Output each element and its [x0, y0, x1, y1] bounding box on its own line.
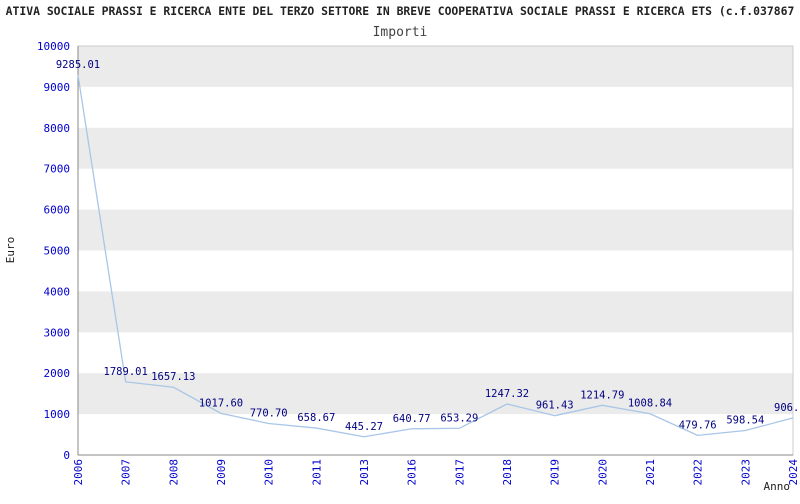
svg-text:658.67: 658.67 [297, 412, 335, 424]
svg-text:9000: 9000 [44, 81, 71, 94]
chart-subtitle: Importi [372, 25, 428, 40]
svg-text:3000: 3000 [44, 326, 71, 339]
svg-text:1214.79: 1214.79 [580, 389, 624, 401]
svg-text:2013: 2013 [358, 459, 371, 486]
svg-text:445.27: 445.27 [345, 421, 383, 433]
svg-text:770.70: 770.70 [250, 407, 288, 419]
svg-text:2010: 2010 [263, 459, 276, 486]
svg-text:1789.01: 1789.01 [104, 366, 148, 378]
svg-text:1000: 1000 [44, 408, 71, 421]
svg-text:2007: 2007 [120, 459, 133, 486]
svg-text:2022: 2022 [692, 459, 705, 486]
chart-main-title: ATIVA SOCIALE PRASSI E RICERCA ENTE DEL … [5, 4, 795, 18]
svg-text:0: 0 [63, 449, 70, 462]
svg-text:2000: 2000 [44, 367, 71, 380]
svg-text:10000: 10000 [37, 40, 70, 53]
svg-text:2006: 2006 [72, 459, 85, 486]
svg-text:1657.13: 1657.13 [151, 371, 195, 383]
svg-text:1247.32: 1247.32 [485, 388, 529, 400]
svg-text:2020: 2020 [596, 459, 609, 486]
svg-text:2008: 2008 [167, 459, 180, 486]
svg-text:2024: 2024 [787, 459, 800, 486]
svg-text:6000: 6000 [44, 204, 71, 217]
svg-text:2023: 2023 [739, 459, 752, 486]
svg-text:653.29: 653.29 [440, 412, 478, 424]
svg-text:640.77: 640.77 [393, 413, 431, 425]
svg-text:5000: 5000 [44, 245, 71, 258]
svg-text:8000: 8000 [44, 122, 71, 135]
svg-text:1008.84: 1008.84 [628, 398, 672, 410]
svg-text:2021: 2021 [644, 459, 657, 486]
svg-text:1017.60: 1017.60 [199, 397, 243, 409]
svg-text:2016: 2016 [406, 459, 419, 486]
svg-text:479.76: 479.76 [679, 419, 717, 431]
svg-text:7000: 7000 [44, 163, 71, 176]
svg-text:2019: 2019 [549, 459, 562, 486]
svg-text:2009: 2009 [215, 459, 228, 486]
svg-text:2011: 2011 [310, 459, 323, 486]
svg-text:2017: 2017 [453, 459, 466, 486]
svg-text:906.31: 906.31 [774, 402, 800, 414]
svg-text:2018: 2018 [501, 459, 514, 486]
svg-text:9285.01: 9285.01 [56, 59, 100, 71]
y-axis-label: Euro [4, 236, 17, 264]
svg-text:598.54: 598.54 [726, 415, 764, 427]
x-axis-label: Anno [763, 480, 791, 493]
svg-text:4000: 4000 [44, 285, 71, 298]
svg-text:961.43: 961.43 [536, 400, 574, 412]
